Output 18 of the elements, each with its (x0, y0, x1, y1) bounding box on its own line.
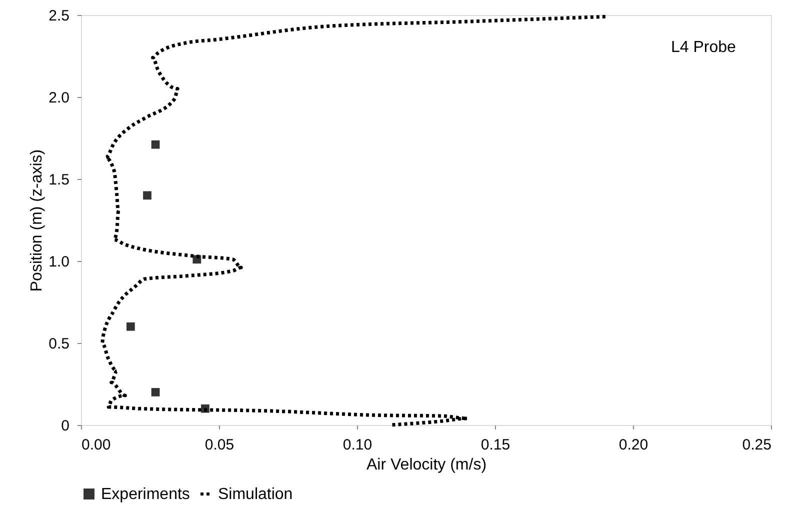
x-tick-label: 0.20 (618, 436, 648, 454)
y-tick-label: 0 (61, 418, 70, 434)
x-tick-label: 0.15 (480, 436, 510, 454)
x-tick-label: 0.25 (742, 436, 772, 454)
legend-label: Experiments (101, 486, 190, 503)
y-tick-label: 2.5 (48, 8, 70, 24)
annotation: L4 Probe (671, 39, 736, 56)
y-tick-label: 1.0 (48, 254, 70, 270)
y-axis-title: Position (m) (z-axis) (28, 149, 46, 292)
x-axis-title: Air Velocity (m/s) (366, 456, 487, 474)
y-tick-label: 1.5 (48, 172, 70, 188)
y-tick-label: 2.0 (48, 90, 70, 106)
x-tick-label: 0.05 (204, 436, 234, 454)
line-series (100, 14, 608, 427)
x-tick-label: 0.00 (82, 436, 111, 454)
x-tick-label: 0.10 (342, 436, 372, 454)
y-tick-label: 0.5 (48, 336, 70, 352)
legend-label: Simulation (218, 486, 293, 503)
